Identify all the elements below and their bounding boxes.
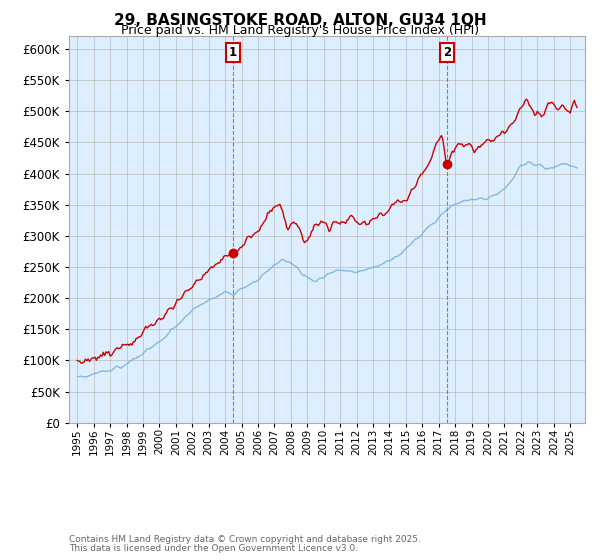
Text: 2: 2 — [443, 46, 451, 59]
Text: Contains HM Land Registry data © Crown copyright and database right 2025.: Contains HM Land Registry data © Crown c… — [69, 535, 421, 544]
Text: Price paid vs. HM Land Registry's House Price Index (HPI): Price paid vs. HM Land Registry's House … — [121, 24, 479, 37]
Text: 29, BASINGSTOKE ROAD, ALTON, GU34 1QH: 29, BASINGSTOKE ROAD, ALTON, GU34 1QH — [113, 13, 487, 28]
Text: This data is licensed under the Open Government Licence v3.0.: This data is licensed under the Open Gov… — [69, 544, 358, 553]
Text: 1: 1 — [229, 46, 237, 59]
